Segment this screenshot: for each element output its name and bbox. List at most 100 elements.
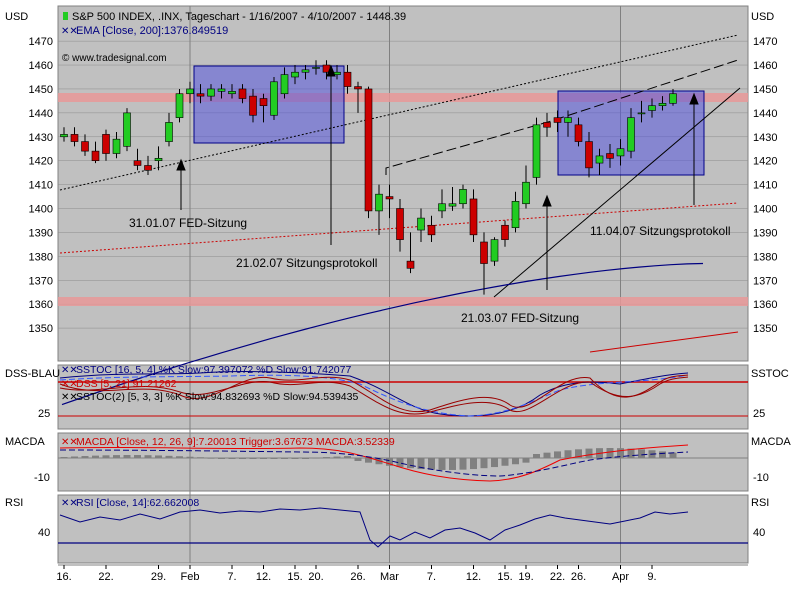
support-band [58,297,748,306]
candle-body-28 [354,86,362,90]
annotation-protokoll-apr: 11.04.07 Sitzungsprotokoll [590,224,731,238]
candle-body-2 [81,141,89,152]
candle-body-35 [427,224,436,236]
candle-body-7 [133,160,142,166]
usd-label-left: USD [5,11,28,23]
red-dotted-trendline [59,202,739,254]
sstoc-k-line [59,371,689,417]
y-tick-left-1400: 1400 [29,204,53,216]
annotation-arrows [176,64,699,290]
macda-hist-bar-36 [438,458,446,470]
y-axis-left-ticks: 1350 1360 1370 1380 1390 1400 1410 1420 1430 1440… [29,36,53,335]
red-trendline-lower [589,331,739,353]
rsi-legend-icon: ✕✕ [61,498,78,509]
rsi-panel[interactable] [57,494,749,564]
macda-hist-bar-28 [354,458,362,461]
sstoc2-legend: SSTOC(2) [5, 3, 3] %K Slow:94.832693 %D … [76,391,358,403]
candle-body-19 [259,98,268,106]
macda-hist-bar-41 [491,458,498,468]
y-tick-left-1420: 1420 [29,156,53,168]
y-tick-right-1430: 1430 [753,132,777,144]
y-tick-right-1370: 1370 [753,275,777,287]
sstoc-tick-25-left: 25 [38,408,50,420]
sstoc-panel[interactable] [57,364,749,430]
candle-body-9 [154,158,163,161]
y-tick-right-1450: 1450 [753,84,777,96]
copyright-text: © www.tradesignal.com [62,53,167,64]
support-trendline [493,87,741,298]
macda-hist-bar-47 [554,451,561,458]
candle-body-22 [291,71,299,78]
candle-body-13 [196,93,205,97]
annotation-fed-jan: 31.01.07 FED-Sitzung [129,216,247,230]
rsi-tick-40-right: 40 [753,527,765,539]
macda-hist-bar-22 [291,458,299,459]
y-tick-left-1450: 1450 [29,84,53,96]
x-tick-label-2: 29. [151,571,166,583]
candle-body-30 [375,193,383,212]
candle-body-8 [144,165,152,171]
macda-legend-icon: ✕✕ [61,437,78,448]
macda-label-right: MACDA [751,436,791,448]
candle-body-11 [175,93,184,118]
macda-hist-bar-29 [365,458,372,463]
macda-hist-bar-46 [543,452,551,458]
macda-hist-bar-45 [533,454,540,458]
candle-body-17 [238,88,247,99]
macda-hist-bar-2 [81,456,89,458]
x-axis-ticks: 16. 22. 29. Feb 7. 12. 15. 20. 26. Mar 7. 12. 15. 19.… [56,565,657,583]
macda-hist-bar-33 [407,458,414,469]
y-tick-left-1350: 1350 [29,323,53,335]
candle-body-43 [511,201,520,228]
candle-body-21 [280,74,289,95]
sstoc1-legend-icon: ✕✕ [61,365,78,376]
candle-body-54 [627,117,635,152]
x-tick-label-1: 22. [98,571,113,583]
macda-hist-bar-7 [134,455,141,458]
y-tick-left-1470: 1470 [29,36,53,48]
sstoc-label: SSTOC [751,368,789,380]
macda-hist-bar-48 [564,450,572,458]
macda-hist-bar-1 [71,456,78,458]
y-tick-right-1420: 1420 [753,156,777,168]
ema-legend: EMA [Close, 200]:1376.849519 [76,25,228,37]
macda-hist-bar-5 [113,455,120,458]
macda-hist-bar-31 [386,458,393,466]
macda-hist-bar-43 [512,458,519,465]
macda-hist-bar-17 [239,458,246,459]
candle-body-32 [396,208,404,240]
x-tick-label-6: 15. [287,571,302,583]
candle-body-45 [532,124,541,178]
macda-hist-bar-25 [323,457,330,459]
y-tick-left-1460: 1460 [29,60,53,72]
x-tick-label-17: 9. [647,571,656,583]
candle-body-18 [249,95,257,116]
ema-200-line [61,262,704,406]
candle-body-47 [553,117,562,123]
macda-hist-bar-18 [249,458,257,459]
y-tick-left-1410: 1410 [29,180,53,192]
macda-hist-bar-24 [312,457,320,459]
macda-hist-bar-37 [449,458,456,470]
x-tick-label-13: 19. [518,571,533,583]
candle-body-23 [301,69,310,73]
macda-hist-bar-14 [207,457,215,459]
candle-body-42 [501,224,509,240]
macda-hist-bar-34 [417,458,425,470]
candle-body-41 [490,239,499,262]
candle-body-44 [522,181,530,205]
y-tick-left-1370: 1370 [29,275,53,287]
candle-body-31 [385,196,394,200]
macda-hist-bar-16 [228,458,236,459]
rsi-line [59,507,689,548]
x-tick-label-16: Apr [612,571,629,583]
macda-hist-bar-44 [522,458,530,463]
candle-body-14 [207,88,215,97]
macda-hist-bar-15 [218,458,225,459]
macda-hist-bar-57 [659,451,666,458]
macda-trigger-line [59,449,689,477]
y-tick-right-1410: 1410 [753,180,777,192]
macda-tick-minus10-left: -10 [34,472,50,484]
macda-hist-bar-19 [260,458,267,459]
